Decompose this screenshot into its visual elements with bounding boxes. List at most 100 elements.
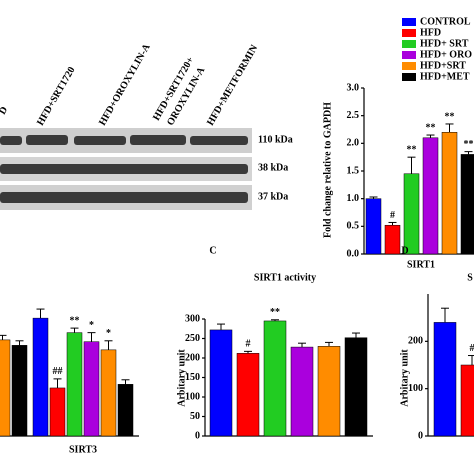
error-bar [53,378,62,388]
legend-label: HFD+SRT [420,60,466,71]
significance-label: * [89,320,94,331]
y-tick-label: 300 [185,313,200,324]
lane-label: HFD+METFORMIN [205,42,261,127]
error-bar [104,340,113,350]
band-label: 37 kDa [258,191,288,202]
error-bar [426,134,435,138]
bar [100,349,117,437]
blot-image [0,128,252,210]
significance-label: ** [445,111,455,122]
significance-label: ** [270,307,280,318]
legend-swatch [402,51,416,59]
bar [403,173,420,255]
bar [209,329,233,437]
y-tick-label: 0.5 [347,221,360,232]
significance-label: ## [53,366,63,377]
bar [66,332,83,437]
lane-label: HFD+OROXYLIN-A [97,41,153,127]
error-bar [369,196,378,199]
y-tick-label: 100 [185,391,200,402]
error-bar [445,123,454,133]
error-bar [271,319,279,321]
y-tick-label: 1.0 [347,193,360,204]
error-bar [407,156,416,174]
bar [365,198,382,255]
bar [290,346,314,437]
chart-title: S [467,272,473,283]
band-label: 38 kDa [258,162,288,173]
significance-label: ** [426,122,436,133]
legend-label: HFD+ ORO [420,49,472,60]
significance-label: # [246,339,251,350]
bar [317,346,341,437]
legend-label: HFD+ SRT [420,38,469,49]
bar [263,320,287,437]
bar [433,322,457,437]
y-axis-title: Arbitary unit [399,349,410,407]
bar [83,341,100,437]
panel-letter: D [401,245,408,256]
x-tick-label: SIRT3 [69,444,97,455]
legend-swatch [402,18,416,26]
y-tick-label: 0 [418,430,423,441]
error-bar [441,307,449,323]
bar [236,353,260,437]
error-bar [36,308,45,319]
bar [0,339,11,437]
y-tick-label: 0.0 [347,248,360,259]
bar [422,137,439,255]
y-tick-label: 250 [185,333,200,344]
significance-label: * [106,328,111,339]
legend-label: HFD [420,27,441,38]
bar [117,384,134,437]
y-axis-title: Fold change relative to GAPDH [322,102,333,238]
y-tick-label: 0 [195,430,200,441]
error-bar [352,332,360,338]
bar [32,317,49,437]
error-bar [298,342,306,348]
error-bar [325,341,333,347]
error-bar [388,221,397,226]
lane-label: HFD+SRT1720 [35,65,77,128]
bar [49,387,66,437]
error-bar [87,332,96,342]
error-bar [70,327,79,333]
y-tick-label: 3.0 [347,82,360,93]
error-bar [15,340,24,346]
bar [11,345,28,437]
y-axis-title: Arbitary unit [176,349,187,407]
bar [344,337,368,437]
legend-swatch [402,73,416,81]
error-bar [244,350,252,354]
y-tick-label: 200 [185,352,200,363]
y-tick-label: 150 [185,372,200,383]
error-bar [121,379,130,385]
lane-label: D [0,105,10,117]
legend-label: HFD+MET [420,71,470,82]
significance-label: ** [70,315,80,326]
error-bar [468,355,474,365]
bar [384,224,401,255]
legend-swatch [402,40,416,48]
y-tick-label: 50 [190,411,200,422]
legend-swatch [402,62,416,70]
significance-label: ** [407,144,417,155]
bar [460,154,474,255]
y-tick-label: 2.5 [347,110,360,121]
significance-label: # [470,343,474,354]
bar [460,364,474,437]
significance-label: # [390,210,395,221]
bar [441,132,458,255]
chart-title: SIRT1 activity [254,272,316,283]
y-tick-label: 2.0 [347,138,360,149]
x-tick-label: SIRT1 [407,259,435,270]
charts: 0.0 0.5 1.0 1.5 2.0 2.5 3.0 Fold change relativ… [0,16,474,455]
band-label: 110 kDa [258,134,293,145]
error-bar [217,323,225,330]
blot-bands [0,135,248,203]
significance-label: ** [464,139,474,150]
panel-letter: C [209,245,216,256]
legend-label: CONTROL [420,16,471,27]
y-tick-label: 1.5 [347,165,360,176]
